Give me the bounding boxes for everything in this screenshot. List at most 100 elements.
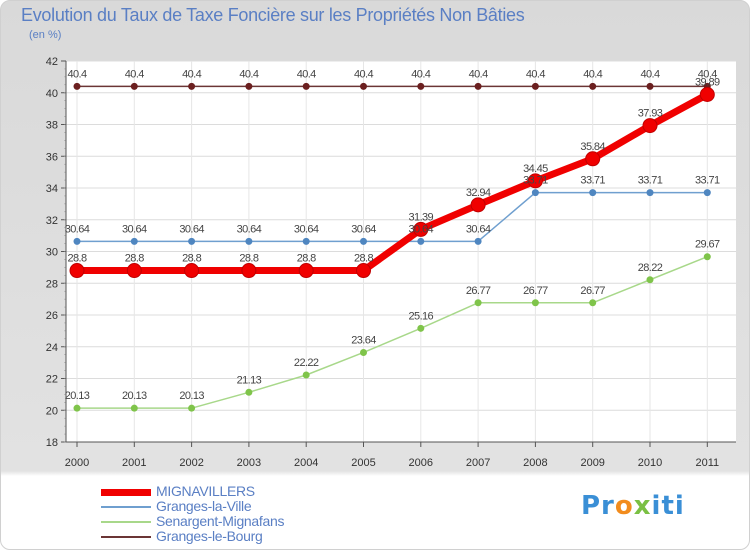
data-label: 22.22 (294, 357, 319, 369)
data-label: 33.71 (580, 175, 605, 187)
data-label: 30.64 (351, 223, 376, 235)
data-label: 33.71 (523, 175, 548, 187)
data-point (474, 237, 482, 245)
chart-subtitle: (en %) (29, 29, 62, 41)
chart-title: Evolution du Taux de Taxe Foncière sur l… (21, 5, 525, 25)
y-tick-label: 40 (46, 88, 58, 100)
data-point (245, 388, 253, 396)
data-label: 30.64 (466, 223, 491, 235)
data-label: 26.77 (523, 285, 548, 297)
data-label: 40.4 (640, 68, 659, 80)
data-point (642, 118, 658, 134)
series-line (73, 90, 711, 275)
x-tick-label: 2002 (179, 457, 203, 469)
x-tick-label: 2008 (523, 457, 547, 469)
data-point (585, 151, 601, 167)
data-point (703, 189, 711, 197)
data-point (130, 82, 138, 90)
data-label: 20.13 (179, 390, 204, 402)
data-point (360, 237, 367, 245)
data-label: 30.64 (409, 223, 434, 235)
legend-label: Granges-le-Bourg (156, 528, 263, 544)
data-point (417, 237, 425, 245)
data-point (188, 404, 196, 412)
data-label: 28.8 (67, 253, 86, 265)
data-point (302, 82, 310, 90)
data-point (130, 237, 138, 245)
data-point (646, 189, 654, 197)
series-line (76, 255, 709, 409)
data-point (69, 263, 85, 279)
data-point (531, 299, 539, 307)
data-label: 20.13 (122, 390, 147, 402)
data-point (73, 82, 81, 90)
data-point (356, 263, 371, 279)
data-point (417, 82, 425, 90)
y-tick-label: 26 (46, 310, 58, 322)
data-label: 28.8 (297, 253, 316, 265)
y-tick-label: 28 (46, 278, 58, 290)
data-label: 39.89 (695, 76, 720, 88)
data-point (126, 263, 142, 279)
proxiti-logo: Proxiti (581, 491, 685, 521)
y-tick-label: 30 (46, 247, 58, 259)
data-point (302, 237, 310, 245)
legend-label: MIGNAVILLERS (156, 483, 255, 499)
data-label: 33.71 (638, 175, 663, 187)
data-point (589, 82, 597, 90)
data-label: 30.64 (65, 223, 90, 235)
data-label: 20.13 (65, 390, 90, 402)
legend-swatch (101, 521, 151, 523)
data-point (245, 82, 253, 90)
x-tick-label: 2003 (237, 457, 261, 469)
data-label: 40.4 (182, 68, 201, 80)
x-tick-label: 2004 (294, 457, 318, 469)
data-point (474, 82, 482, 90)
data-label: 33.71 (695, 175, 720, 187)
data-point (646, 276, 654, 284)
series-line (76, 191, 709, 243)
data-point (470, 197, 486, 213)
data-point (531, 189, 539, 197)
data-point (589, 189, 597, 197)
x-tick-label: 2009 (580, 457, 604, 469)
data-label: 28.8 (354, 253, 373, 265)
data-point (245, 237, 253, 245)
y-tick-label: 18 (46, 437, 58, 449)
y-tick-label: 42 (46, 56, 58, 68)
data-label: 40.4 (526, 68, 545, 80)
data-label: 40.4 (411, 68, 430, 80)
data-point (298, 263, 314, 279)
data-point (360, 82, 367, 90)
data-point (302, 371, 310, 379)
y-tick-label: 22 (46, 374, 58, 386)
data-label: 25.16 (409, 310, 434, 322)
data-label: 40.4 (583, 68, 602, 80)
y-tick-label: 24 (46, 342, 58, 354)
logo-part-x: x (633, 491, 652, 521)
data-point (646, 82, 654, 90)
data-label: 23.64 (351, 334, 376, 346)
data-point (527, 173, 543, 189)
data-point (188, 82, 196, 90)
data-point (413, 221, 429, 237)
data-label: 28.8 (182, 253, 201, 265)
data-label: 40.4 (297, 68, 316, 80)
data-point (73, 237, 81, 245)
data-label: 31.39 (409, 211, 434, 223)
data-point (130, 404, 138, 412)
logo-part-1: Pr (581, 491, 615, 521)
x-tick-label: 2005 (351, 457, 375, 469)
data-label: 40.4 (469, 68, 488, 80)
x-tick-label: 2010 (638, 457, 662, 469)
data-label: 35.84 (580, 141, 605, 153)
logo-part-o: o (614, 491, 634, 521)
data-label: 40.4 (698, 68, 717, 80)
legend-label: Senargent-Mignafans (156, 513, 285, 529)
data-label: 28.8 (239, 253, 258, 265)
data-point (589, 299, 597, 307)
y-tick-label: 34 (46, 183, 58, 195)
data-point (474, 299, 482, 307)
data-point (188, 237, 196, 245)
data-label: 40.4 (239, 68, 258, 80)
